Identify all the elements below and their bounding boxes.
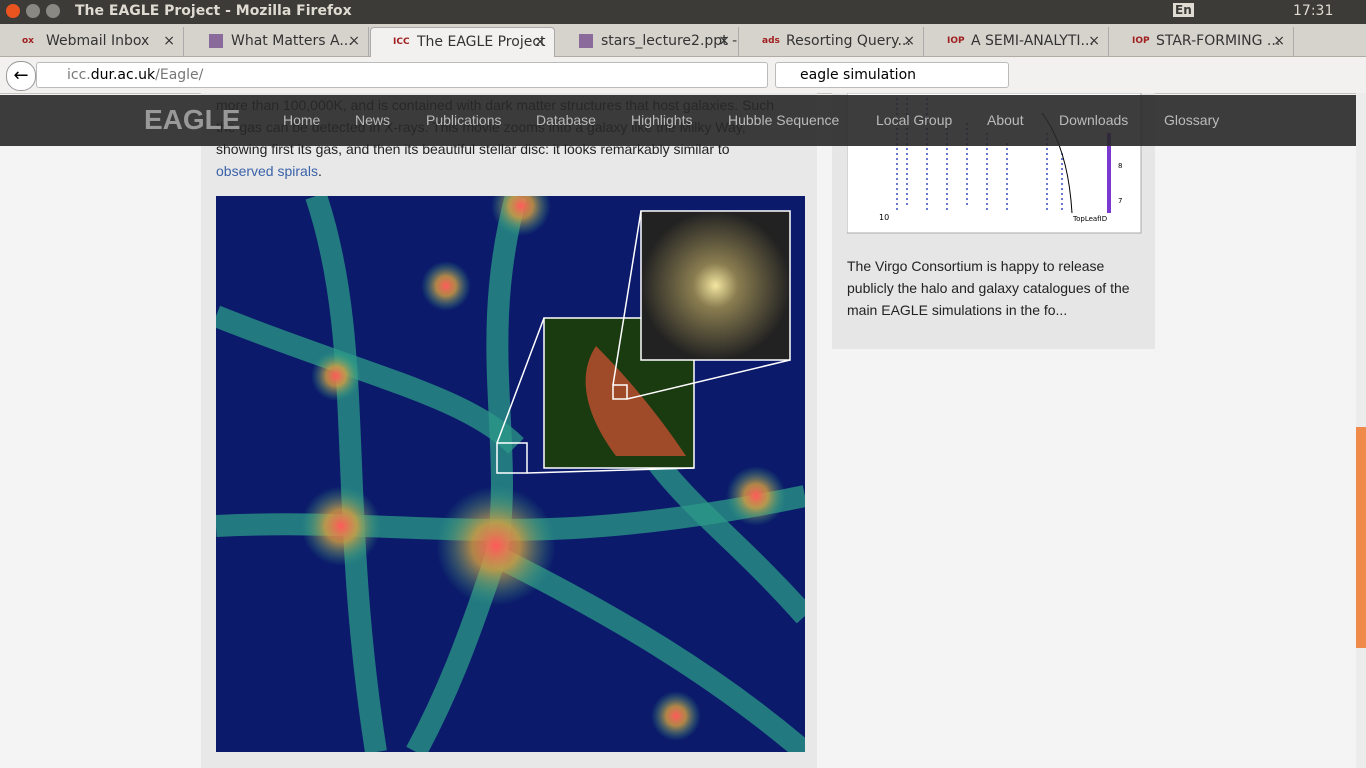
tab-icon: IOP: [947, 36, 965, 46]
tab-label: stars_lecture2.ppt -...: [601, 33, 739, 49]
back-button[interactable]: ←: [6, 61, 36, 91]
tab-strip: ox Webmail Inbox × What Matters A... × ICC The…: [0, 24, 1366, 57]
nav-link[interactable]: About: [987, 112, 1024, 128]
search-text: eagle simulation: [800, 67, 917, 83]
url-path: /Eagle/: [155, 67, 204, 83]
tab-close[interactable]: ×: [903, 33, 915, 49]
maximize-button[interactable]: [46, 4, 60, 18]
scroll-thumb[interactable]: [1356, 427, 1366, 648]
url-prefix: icc.: [67, 67, 91, 83]
link[interactable]: observed spirals: [216, 163, 318, 179]
tab[interactable]: IOP A SEMI-ANALYTI... ×: [925, 27, 1109, 56]
tab-close[interactable]: ×: [348, 33, 360, 49]
scrollbar[interactable]: [1356, 93, 1366, 768]
site-nav: EAGLE Home News Publications Database Highli…: [0, 95, 1356, 146]
minimize-button[interactable]: [26, 4, 40, 18]
title-bar: The EAGLE Project - Mozilla Firefox En 1…: [0, 0, 1366, 24]
tab-close[interactable]: ×: [534, 34, 546, 50]
tab-icon: [209, 34, 223, 48]
tab-icon: ads: [762, 36, 780, 46]
tab-icon: ICC: [393, 37, 410, 47]
nav-link[interactable]: Publications: [426, 112, 502, 128]
nav-link[interactable]: Glossary: [1164, 112, 1220, 128]
tab-label: Webmail Inbox: [46, 33, 150, 49]
close-button[interactable]: [6, 4, 20, 18]
nav-link[interactable]: Database: [536, 112, 596, 128]
tab[interactable]: ads Resorting Query... ×: [740, 27, 924, 56]
pointer-label: TopLeafID: [1072, 215, 1107, 223]
keyboard-indicator[interactable]: En: [1173, 3, 1194, 17]
tab-icon: ox: [22, 36, 34, 46]
simulation-image: [216, 196, 805, 752]
tab-close[interactable]: ×: [1088, 33, 1100, 49]
nav-link[interactable]: News: [355, 112, 391, 128]
tab-icon: IOP: [1132, 36, 1150, 46]
navigation-toolbar: ← icc.dur.ac.uk/Eagle/ eagle simulation: [0, 57, 1366, 94]
tab-close[interactable]: ×: [1273, 33, 1285, 49]
tab[interactable]: ox Webmail Inbox ×: [0, 27, 184, 56]
tab-label: STAR-FORMING ...: [1156, 33, 1281, 49]
sidebar-text: The Virgo Consortium is happy to release…: [847, 258, 1130, 318]
text: .: [317, 163, 322, 179]
tab-label: A SEMI-ANALYTI...: [971, 33, 1094, 49]
brand[interactable]: EAGLE: [144, 104, 241, 135]
tab-icon: [579, 34, 593, 48]
url-domain: dur.ac.uk: [90, 67, 156, 83]
article-column: more than 100,000K, and is contained wit…: [201, 93, 817, 768]
tab[interactable]: What Matters A... ×: [185, 27, 369, 56]
axis-label: 10: [879, 213, 889, 222]
tab[interactable]: IOP STAR-FORMING ... ×: [1110, 27, 1294, 56]
colorbar-label: 7: [1118, 197, 1122, 205]
tab[interactable]: stars_lecture2.ppt -... ×: [555, 27, 739, 56]
nav-link[interactable]: Hubble Sequence: [728, 112, 840, 128]
tab-label: What Matters A...: [231, 33, 353, 49]
clock[interactable]: 17:31: [1293, 3, 1334, 19]
nav-link[interactable]: Downloads: [1059, 112, 1129, 128]
nav-link[interactable]: Local Group: [876, 112, 953, 128]
url-bar[interactable]: icc.dur.ac.uk/Eagle/: [36, 62, 768, 88]
tab-label: Resorting Query...: [786, 33, 911, 49]
tab-close[interactable]: ×: [718, 33, 730, 49]
tab-close[interactable]: ×: [163, 33, 175, 49]
tab[interactable]: ICC The EAGLE Project ×: [370, 27, 555, 57]
window-title: The EAGLE Project - Mozilla Firefox: [75, 3, 352, 19]
nav-link[interactable]: Highlights: [631, 112, 693, 128]
colorbar-label: 8: [1118, 162, 1122, 170]
search-bar[interactable]: eagle simulation: [775, 62, 1009, 88]
nav-link[interactable]: Home: [283, 112, 321, 128]
tab-label: The EAGLE Project: [417, 34, 546, 50]
